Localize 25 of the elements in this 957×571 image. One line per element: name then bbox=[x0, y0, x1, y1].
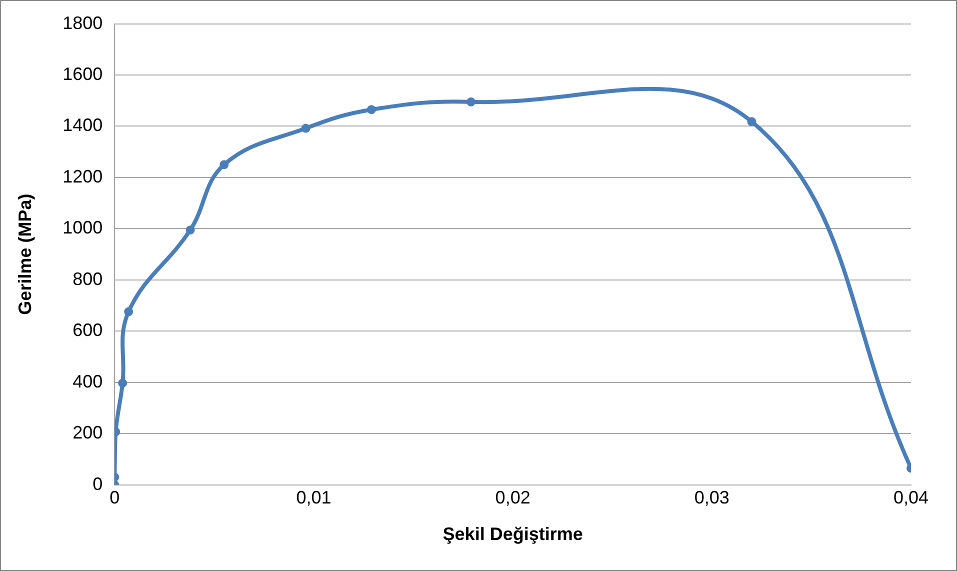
x-tick-label: 0,01 bbox=[296, 488, 332, 508]
point bbox=[301, 124, 310, 133]
y-tick-label: 600 bbox=[72, 320, 103, 340]
y-tick-label: 1400 bbox=[62, 115, 103, 136]
y-tick-label: 1200 bbox=[62, 166, 103, 186]
point bbox=[118, 378, 128, 388]
y-tick-label: 200 bbox=[72, 422, 103, 443]
x-tick-label: 0,04 bbox=[893, 488, 929, 508]
x-tick-label: 0,03 bbox=[694, 488, 730, 508]
x-tick-label: 0 bbox=[110, 488, 120, 508]
x-tick-label: 0,02 bbox=[495, 488, 530, 508]
point bbox=[124, 307, 134, 316]
point bbox=[747, 117, 756, 126]
point bbox=[366, 105, 376, 114]
y-tick-label: 1800 bbox=[62, 12, 103, 33]
point bbox=[466, 97, 476, 106]
y-tick-label: 400 bbox=[72, 371, 103, 392]
point bbox=[220, 160, 229, 170]
y-tick-label: 0 bbox=[92, 474, 103, 494]
y-tick-label: 1000 bbox=[62, 218, 103, 238]
x-axis-title: Şekil Değiştirme bbox=[442, 524, 583, 544]
y-tick-label: 1600 bbox=[62, 64, 103, 84]
y-tick-label: 800 bbox=[72, 268, 103, 289]
point bbox=[186, 225, 195, 234]
y-axis-title: Gerilme (MPa) bbox=[14, 194, 35, 315]
